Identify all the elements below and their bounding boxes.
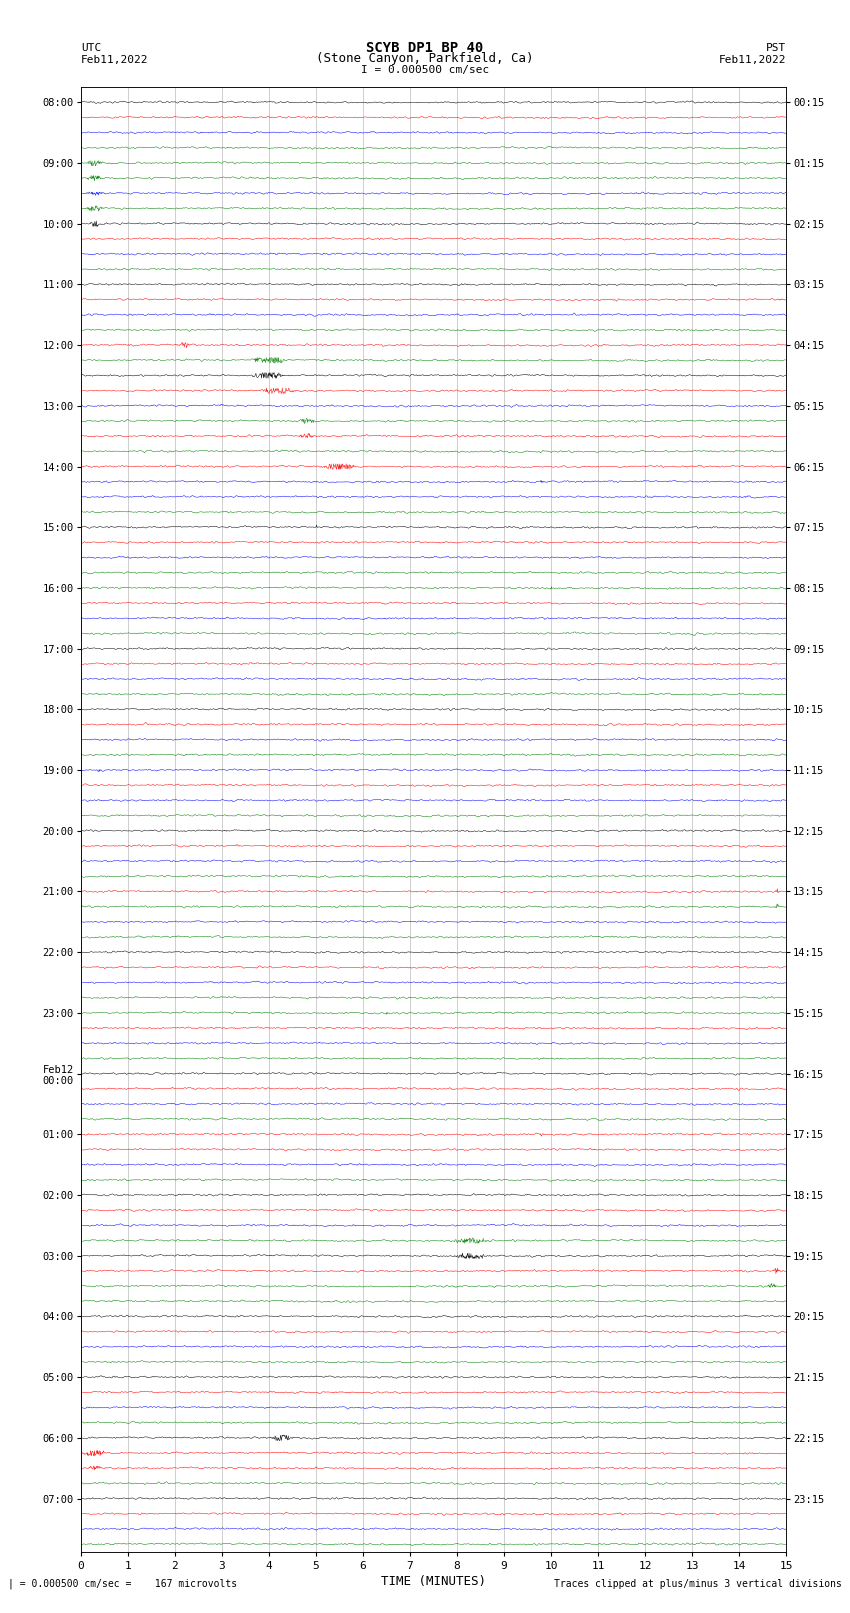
X-axis label: TIME (MINUTES): TIME (MINUTES): [381, 1574, 486, 1587]
Text: Traces clipped at plus/minus 3 vertical divisions: Traces clipped at plus/minus 3 vertical …: [553, 1579, 842, 1589]
Text: | = 0.000500 cm/sec =    167 microvolts: | = 0.000500 cm/sec = 167 microvolts: [8, 1579, 238, 1589]
Text: UTC: UTC: [81, 44, 101, 53]
Text: I = 0.000500 cm/sec: I = 0.000500 cm/sec: [361, 65, 489, 76]
Text: PST: PST: [766, 44, 786, 53]
Text: Feb11,2022: Feb11,2022: [81, 55, 148, 65]
Text: SCYB DP1 BP 40: SCYB DP1 BP 40: [366, 40, 484, 55]
Text: Feb11,2022: Feb11,2022: [719, 55, 786, 65]
Text: (Stone Canyon, Parkfield, Ca): (Stone Canyon, Parkfield, Ca): [316, 52, 534, 66]
